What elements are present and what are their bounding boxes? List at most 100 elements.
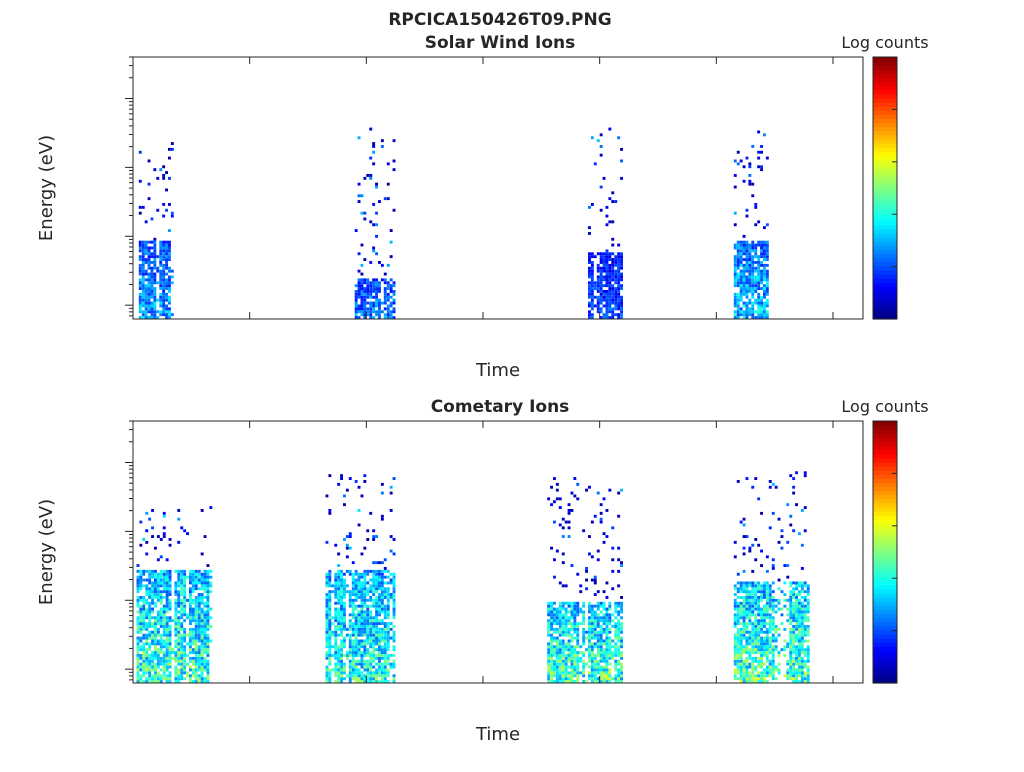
spectrogram-cell bbox=[189, 639, 192, 643]
spectrogram-cell bbox=[378, 619, 381, 623]
spectrogram-cell bbox=[590, 284, 594, 288]
spectrogram-cell bbox=[576, 604, 580, 608]
spectrogram-cell bbox=[760, 630, 763, 634]
spectrogram-cell bbox=[366, 680, 370, 683]
spectrogram-cell bbox=[145, 598, 149, 602]
spectrogram-cell bbox=[372, 295, 376, 299]
spectrogram-cell bbox=[795, 680, 798, 683]
spectrogram-cell bbox=[189, 575, 192, 579]
spectrogram-cell bbox=[751, 240, 755, 244]
spectrogram-cell bbox=[620, 616, 623, 620]
spectrogram-cell bbox=[608, 269, 612, 273]
spectrogram-cell bbox=[593, 671, 597, 675]
spectrogram-cell bbox=[620, 610, 623, 614]
spectrogram-cell bbox=[605, 281, 609, 285]
spectrogram-cell bbox=[745, 622, 749, 625]
spectrogram-cell bbox=[803, 616, 807, 620]
spectrogram-cell bbox=[168, 176, 171, 180]
spectrogram-cell bbox=[751, 601, 755, 605]
spectrogram-cell bbox=[154, 622, 157, 625]
spectrogram-cell bbox=[739, 313, 743, 317]
spectrogram-cell bbox=[745, 310, 749, 314]
spectrogram-cell bbox=[588, 258, 591, 261]
spectrogram-cell bbox=[561, 633, 565, 637]
spectrogram-cell bbox=[369, 301, 373, 305]
spectrogram-cell bbox=[602, 607, 606, 611]
spectrogram-cell bbox=[550, 622, 553, 625]
spectrogram-cell bbox=[380, 610, 384, 614]
spectrogram-cell bbox=[351, 659, 355, 663]
spectrogram-cell bbox=[614, 298, 618, 302]
spectrogram-cell bbox=[389, 596, 393, 599]
spectrogram-cell bbox=[197, 636, 201, 640]
spectrogram-cell bbox=[165, 642, 169, 646]
spectrogram-cell bbox=[555, 482, 559, 486]
spectrogram-cell bbox=[757, 255, 761, 259]
spectrogram-cell bbox=[383, 648, 387, 652]
spectrogram-cell bbox=[760, 145, 763, 148]
spectrogram-cell bbox=[180, 598, 184, 602]
spectrogram-cell bbox=[751, 313, 755, 317]
spectrogram-cell bbox=[363, 677, 367, 681]
spectrogram-cell bbox=[159, 622, 163, 625]
spectrogram-cell bbox=[348, 680, 352, 683]
spectrogram-cell bbox=[189, 604, 192, 608]
spectrogram-cell bbox=[151, 601, 154, 605]
spectrogram-cell bbox=[380, 578, 384, 582]
spectrogram-cell bbox=[162, 203, 166, 206]
spectrogram-cell bbox=[789, 596, 793, 599]
spectrogram-cell bbox=[168, 604, 172, 608]
spectrogram-cell bbox=[745, 680, 749, 683]
spectrogram-cell bbox=[585, 630, 588, 634]
spectrogram-cell bbox=[765, 258, 769, 261]
spectrogram-cell bbox=[165, 630, 169, 634]
spectrogram-cell bbox=[360, 194, 364, 198]
spectrogram-cell bbox=[200, 581, 204, 585]
spectrogram-cell bbox=[145, 511, 149, 515]
spectrogram-cell bbox=[617, 284, 621, 288]
spectrogram-cell bbox=[389, 229, 393, 232]
spectrogram-cell bbox=[760, 596, 763, 599]
spectrogram-cell bbox=[800, 625, 804, 628]
spectrogram-cell bbox=[593, 674, 597, 678]
spectrogram-cell bbox=[351, 642, 355, 646]
spectrogram-cell bbox=[567, 630, 571, 634]
spectrogram-cell bbox=[141, 255, 145, 259]
spectrogram-cell bbox=[156, 176, 160, 180]
spectrogram-cell bbox=[614, 616, 618, 620]
spectrogram-cell bbox=[765, 645, 769, 649]
spectrogram-cell bbox=[200, 552, 204, 556]
spectrogram-cell bbox=[561, 607, 565, 611]
spectrogram-cell bbox=[780, 607, 784, 611]
spectrogram-cell bbox=[760, 307, 763, 311]
spectrogram-cell bbox=[605, 616, 609, 620]
spectrogram-cell bbox=[590, 520, 594, 524]
spectrogram-cell bbox=[739, 627, 743, 631]
spectrogram-cell bbox=[168, 636, 172, 640]
spectrogram-cell bbox=[375, 211, 378, 215]
spectrogram-cell bbox=[620, 604, 623, 608]
spectrogram-cell bbox=[608, 656, 612, 660]
spectrogram-cell bbox=[786, 575, 790, 579]
spectrogram-cell bbox=[389, 535, 393, 538]
spectrogram-cell bbox=[561, 665, 565, 669]
spectrogram-cell bbox=[803, 639, 807, 643]
spectrogram-cell bbox=[765, 587, 769, 591]
spectrogram-cell bbox=[375, 674, 378, 678]
spectrogram-cell bbox=[803, 677, 807, 681]
spectrogram-cell bbox=[599, 619, 603, 623]
spectrogram-cell bbox=[183, 578, 187, 582]
spectrogram-cell bbox=[165, 680, 169, 683]
spectrogram-cell bbox=[139, 622, 143, 625]
spectrogram-cell bbox=[369, 604, 373, 608]
spectrogram-cell bbox=[745, 639, 749, 643]
spectrogram-cell bbox=[348, 659, 352, 663]
spectrogram-cell bbox=[360, 616, 364, 620]
spectrogram-cell bbox=[558, 613, 562, 617]
spectrogram-cell bbox=[139, 543, 143, 547]
spectrogram-cell bbox=[159, 593, 163, 596]
spectrogram-cell bbox=[159, 284, 163, 288]
spectrogram-cell bbox=[768, 630, 772, 634]
spectrogram-cell bbox=[757, 636, 761, 640]
spectrogram-cell bbox=[751, 304, 755, 308]
